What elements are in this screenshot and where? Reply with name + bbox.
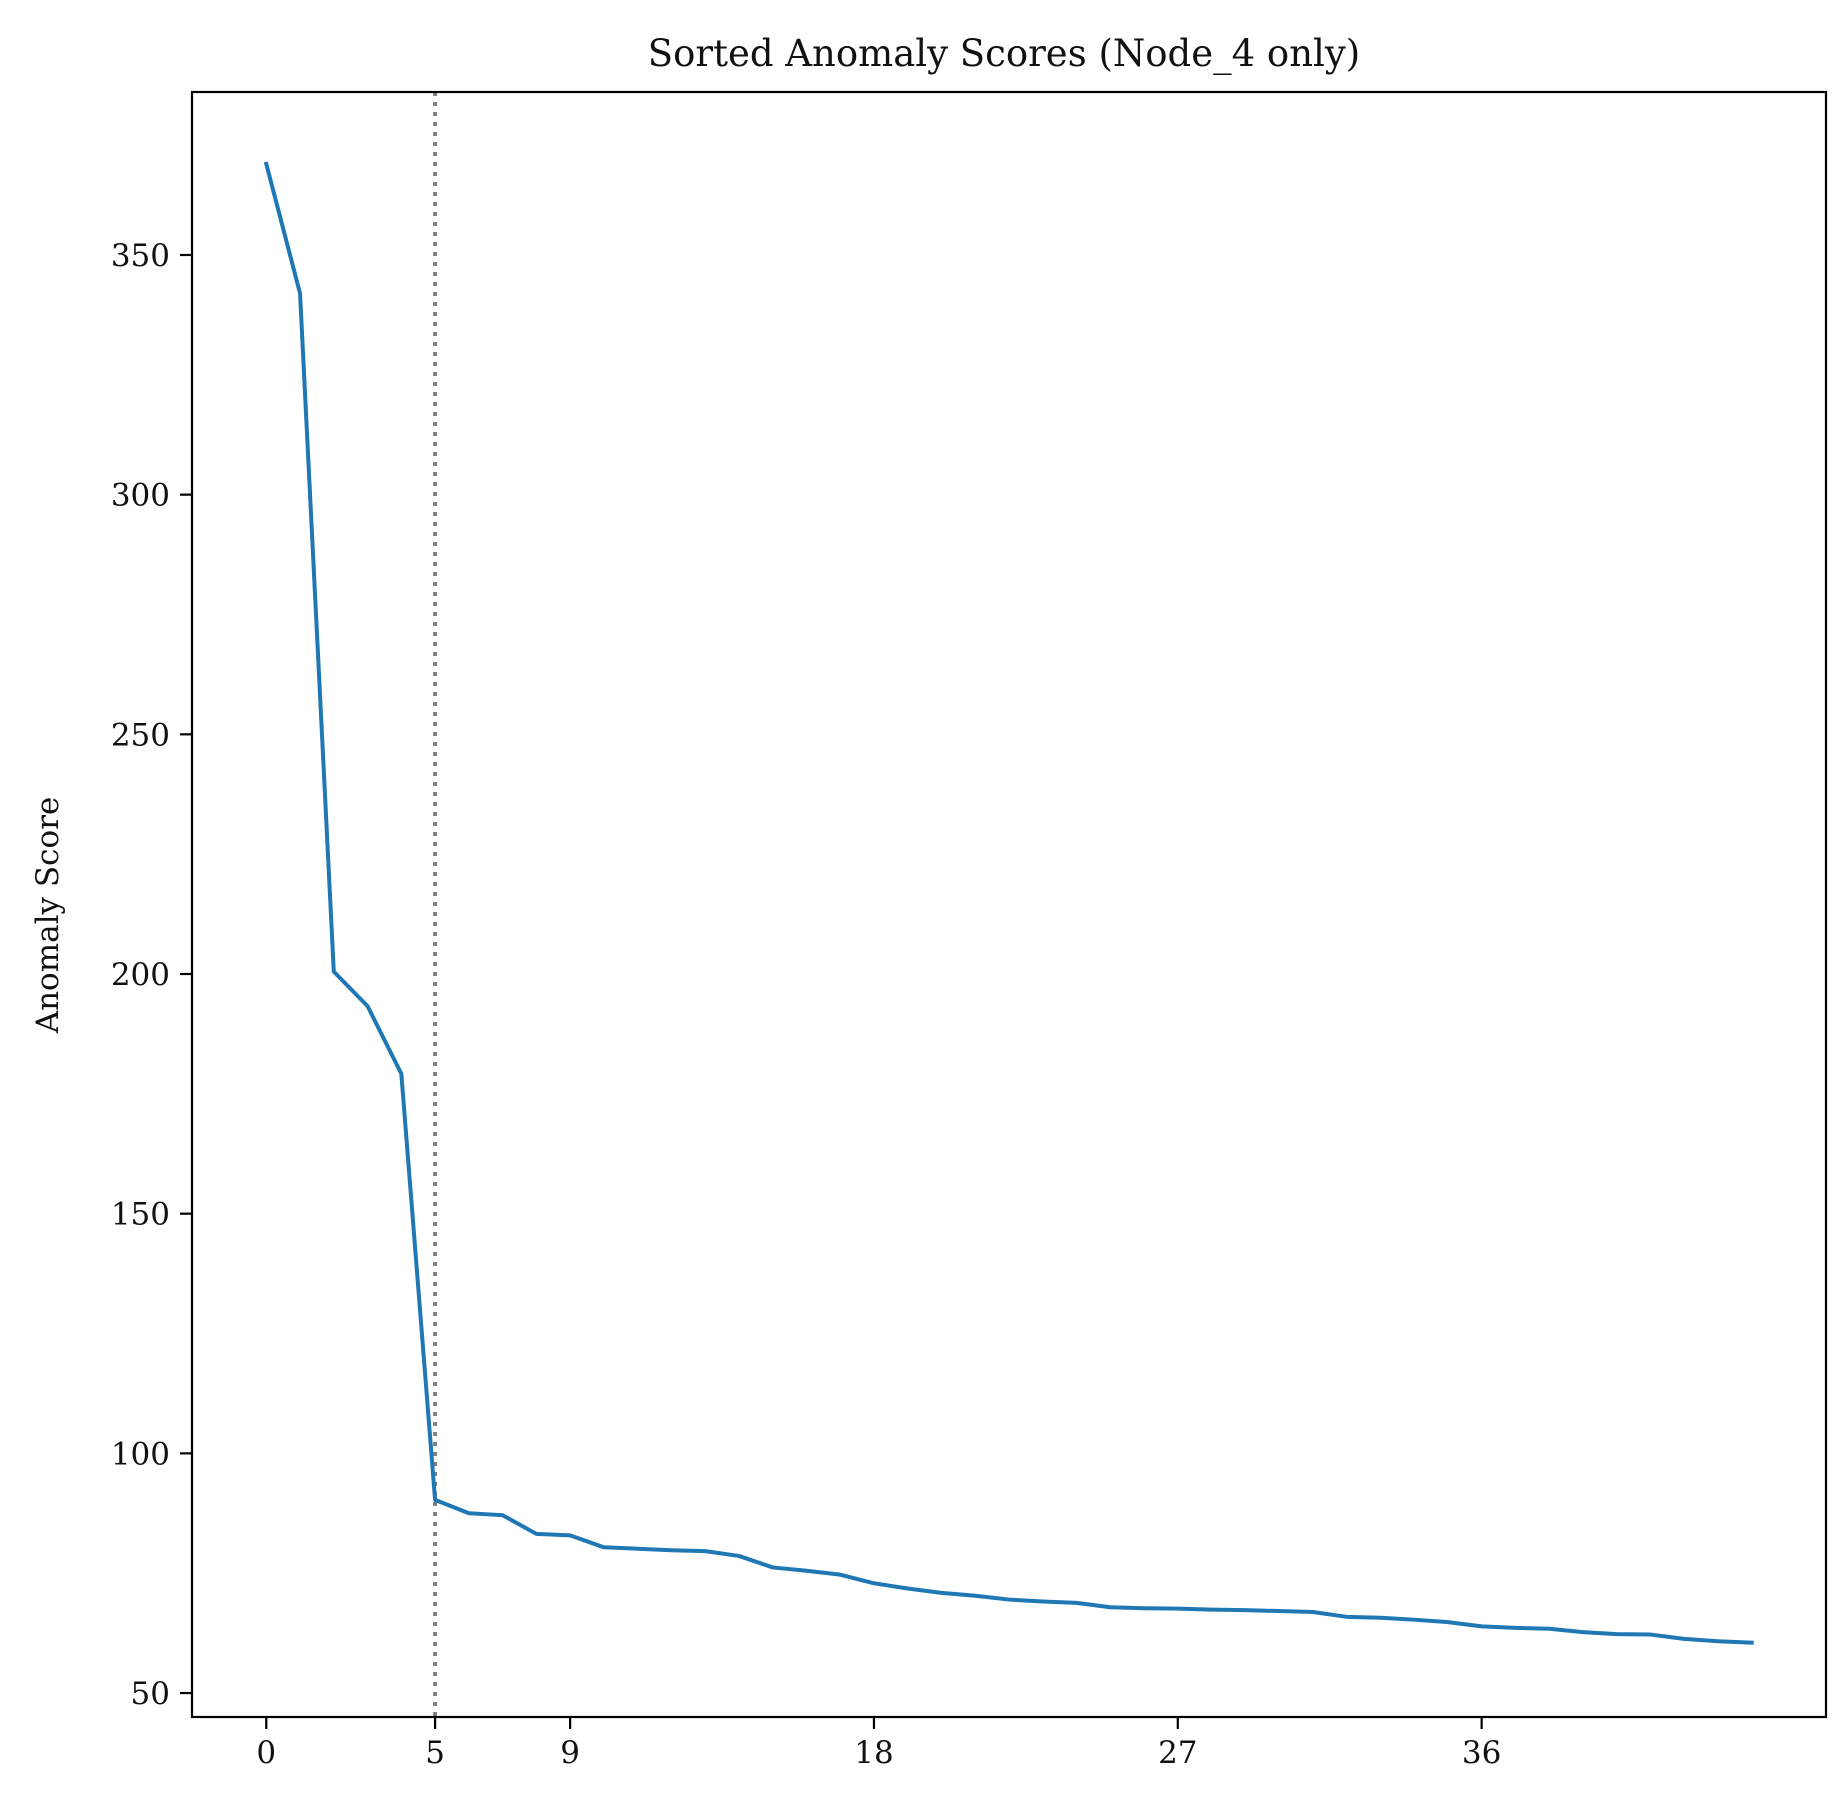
y-tick-label: 200 (111, 957, 170, 993)
x-tick-label: 36 (1462, 1735, 1501, 1771)
plot-frame (190, 90, 1828, 1719)
y-tick-label: 250 (111, 717, 170, 753)
series-line-0 (263, 161, 1754, 1645)
y-tick-label: 50 (131, 1676, 170, 1712)
x-tick-label: 27 (1158, 1735, 1197, 1771)
x-tick-label: 0 (256, 1735, 276, 1771)
chart-title: Sorted Anomaly Scores (Node_4 only) (648, 32, 1360, 76)
plot-area: 0 5 9 18 27 36 50 100 150 200 250 300 350 (111, 90, 1828, 1771)
y-tick-label: 350 (111, 238, 170, 274)
x-tick-label: 9 (560, 1735, 580, 1771)
y-axis-label: Anomaly Score (30, 797, 66, 1035)
x-tick-label: 18 (854, 1735, 893, 1771)
y-tick-label: 100 (111, 1436, 170, 1472)
y-tick-label: 150 (111, 1197, 170, 1233)
y-tick-label: 300 (111, 478, 170, 514)
x-tick-label: 5 (425, 1735, 445, 1771)
